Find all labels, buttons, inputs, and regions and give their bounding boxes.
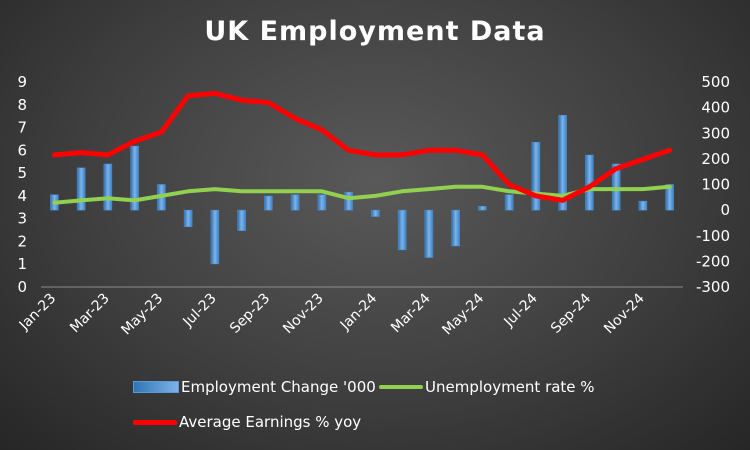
x-axis-tick-label: Sep-23 <box>227 291 273 337</box>
right-axis-tick-label: 200 <box>701 150 730 168</box>
right-axis-tick-label: 300 <box>701 124 730 142</box>
employment-change-bar <box>611 163 621 211</box>
employment-change-bar <box>638 200 648 211</box>
left-axis-tick-label: 4 <box>17 187 27 205</box>
left-axis-tick-label: 6 <box>17 141 27 159</box>
employment-change-bar <box>371 209 380 217</box>
left-axis-tick-label: 0 <box>17 278 27 296</box>
employment-change-bar <box>210 209 220 265</box>
employment-change-bar <box>103 163 113 211</box>
employment-change-bar <box>478 206 487 211</box>
unemployment-rate-line <box>52 184 672 205</box>
left-axis-tick-label: 1 <box>17 255 27 273</box>
employment-change-bar <box>504 194 514 211</box>
employment-change-bar <box>264 195 273 211</box>
x-axis-tick-label: Nov-24 <box>601 290 648 337</box>
x-axis-tick-label: May-24 <box>439 290 487 338</box>
x-axis-tick-label: Jul-23 <box>180 291 220 331</box>
employment-change-bar <box>317 194 327 211</box>
left-axis-tick-label: 9 <box>17 73 27 91</box>
employment-change-bar <box>130 145 139 211</box>
left-axis-tick-label: 2 <box>17 232 27 250</box>
employment-change-bar <box>183 209 193 228</box>
right-axis-tick-label: 0 <box>720 201 730 219</box>
right-axis-tick-label: 100 <box>701 176 730 194</box>
x-axis-tick-label: Jul-24 <box>501 290 541 330</box>
x-axis-tick-label: Mar-23 <box>67 291 113 337</box>
chart-title: UK Employment Data <box>204 16 546 47</box>
employment-change-bar <box>665 184 674 211</box>
x-axis-tick-label: May-23 <box>118 291 166 339</box>
x-axis-tick-label: Jan-24 <box>337 290 381 334</box>
left-axis-tick-label: 8 <box>17 96 27 114</box>
average-earnings-line <box>51 90 673 203</box>
x-axis-tick-label: Mar-24 <box>388 290 434 336</box>
employment-change-bar <box>397 209 407 251</box>
employment-change-bar <box>290 194 300 211</box>
employment-change-bar <box>344 191 353 211</box>
employment-change-bar <box>76 167 86 211</box>
right-axis-tick-label: 400 <box>701 99 730 117</box>
left-axis-tick-label: 7 <box>17 119 27 137</box>
left-axis-tick-label: 5 <box>17 164 27 182</box>
employment-change-bar <box>237 209 246 231</box>
left-axis-tick-label: 3 <box>17 210 27 228</box>
x-axis-tick-label: Sep-24 <box>548 290 594 336</box>
employment-change-bar <box>558 115 567 211</box>
employment-change-bar <box>451 209 460 247</box>
right-axis-tick-label: -300 <box>696 278 730 296</box>
employment-change-bar <box>424 209 434 258</box>
right-axis-tick-label: -100 <box>696 227 730 245</box>
right-axis-tick-label: -200 <box>696 252 730 270</box>
employment-change-bar <box>531 141 541 211</box>
x-axis-tick-label: Jan-23 <box>16 291 59 334</box>
x-axis-tick-label: Nov-23 <box>280 291 327 338</box>
right-axis-tick-label: 500 <box>701 73 730 91</box>
